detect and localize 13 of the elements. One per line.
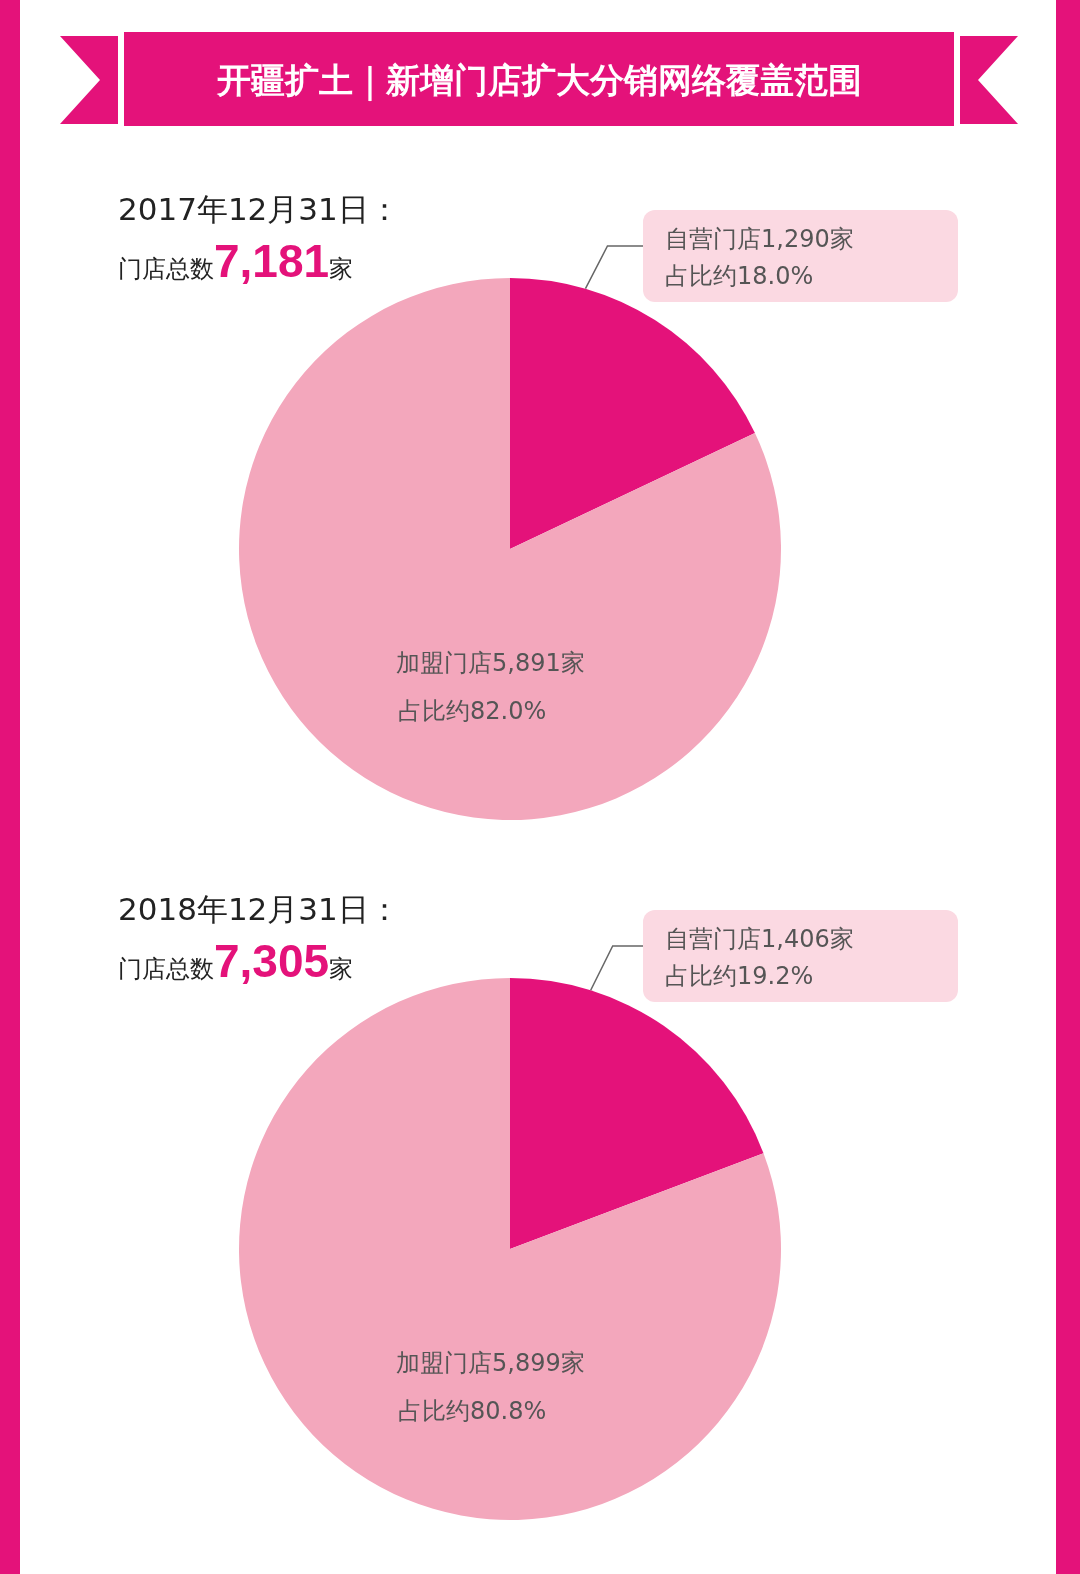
slice-label: 加盟门店5,899家: [396, 1349, 585, 1377]
chart-subtitle: 2017年12月31日：: [118, 191, 400, 227]
data-label: 占比约82.0%: [398, 697, 547, 725]
text: 门店总数7,305家: [118, 935, 354, 987]
chart-subtitle: 2018年12月31日：: [118, 891, 400, 927]
slice-label: 自营门店1,406家: [665, 925, 854, 953]
chart-title: 开疆扩土｜新增门店扩大分销网络覆盖范围: [215, 60, 862, 102]
text: 门店总数7,181家: [118, 235, 354, 287]
slice-label: 自营门店1,290家: [665, 225, 854, 253]
data-label: 占比约80.8%: [398, 1397, 547, 1425]
slice-label: 加盟门店5,891家: [396, 649, 585, 677]
data-label: 占比约18.0%: [665, 262, 814, 290]
data-label: 占比约19.2%: [665, 962, 814, 990]
